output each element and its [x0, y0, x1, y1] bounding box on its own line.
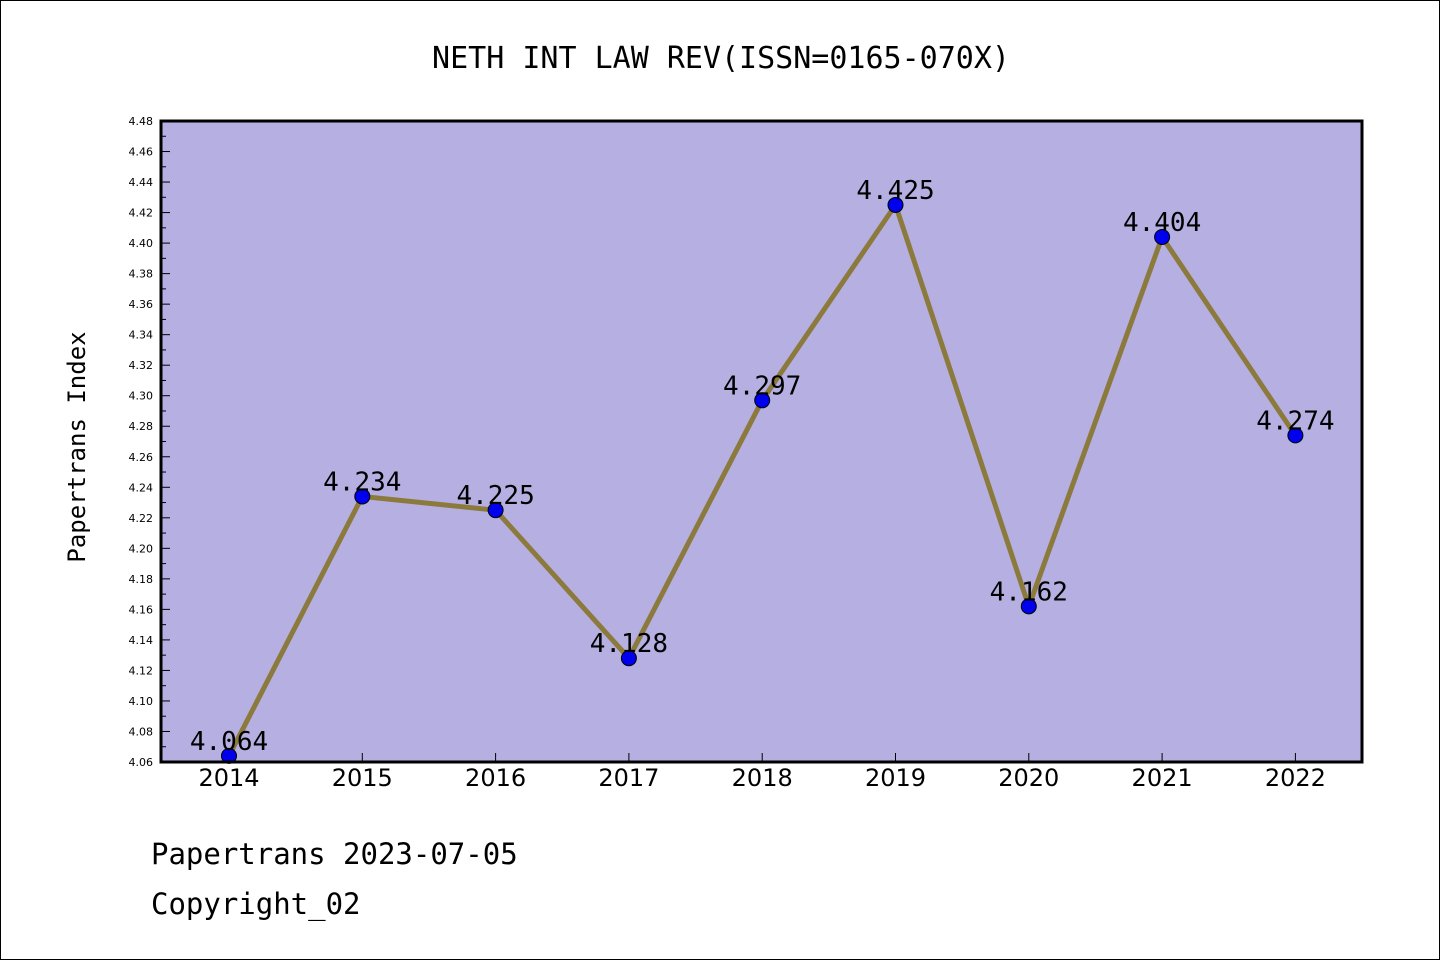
x-axis: 2014 2015 2016 2017 2018 2019 2020 2021 2022: [198, 753, 1326, 792]
data-label: 4.225: [456, 481, 534, 511]
y-tick-label: 4.24: [129, 481, 154, 494]
x-tick-label: 2022: [1265, 764, 1326, 792]
y-axis-label: Papertrans Index: [63, 331, 91, 562]
data-labels: 4.064 4.234 4.225 4.128 4.297 4.425 4.162 4.404…: [190, 176, 1335, 757]
data-label: 4.404: [1123, 208, 1201, 238]
data-point: [887, 196, 904, 213]
y-tick-label: 4.22: [129, 512, 154, 525]
y-tick-label: 4.14: [129, 634, 154, 647]
y-tick-label: 4.36: [129, 298, 154, 311]
y-tick-label: 4.32: [129, 359, 154, 372]
y-tick-label: 4.20: [129, 542, 154, 555]
y-tick-label: 4.48: [129, 115, 154, 128]
data-point: [1287, 427, 1304, 444]
y-tick-label: 4.28: [129, 420, 154, 433]
y-tick-label: 4.18: [129, 573, 154, 586]
x-tick-label: 2018: [732, 764, 793, 792]
data-point: [487, 502, 504, 519]
y-tick-label: 4.30: [129, 390, 154, 403]
y-tick-label: 4.42: [129, 207, 154, 220]
y-tick-label: 4.38: [129, 268, 154, 281]
footer-copyright: Copyright_02: [151, 887, 361, 921]
chart-title: NETH INT LAW REV(ISSN=0165-070X): [432, 41, 1010, 76]
x-tick-label: 2021: [1132, 764, 1193, 792]
data-label: 4.425: [856, 176, 934, 206]
y-tick-label: 4.40: [129, 237, 154, 250]
x-tick-label: 2017: [598, 764, 659, 792]
data-label: 4.274: [1256, 406, 1334, 436]
y-tick-label: 4.06: [129, 756, 154, 769]
x-tick-label: 2016: [465, 764, 526, 792]
data-label: 4.297: [723, 371, 801, 401]
plot-area: [161, 121, 1362, 762]
x-tick-label: 2020: [998, 764, 1059, 792]
data-point: [1020, 598, 1037, 615]
y-tick-label: 4.46: [129, 146, 154, 159]
x-tick-label: 2019: [865, 764, 926, 792]
data-label: 4.234: [323, 467, 401, 497]
data-point: [754, 392, 771, 409]
y-tick-label: 4.10: [129, 695, 154, 708]
y-tick-label: 4.44: [129, 176, 154, 189]
y-tick-label: 4.26: [129, 451, 154, 464]
y-tick-label: 4.16: [129, 603, 154, 616]
data-points: [221, 196, 1304, 764]
y-axis: 4.06 4.08 4.10 4.12 4.14 4.16 4.18 4.20 4.22 4.24…: [129, 115, 170, 769]
data-point: [354, 488, 371, 505]
y-tick-label: 4.08: [129, 725, 154, 738]
data-point: [1154, 228, 1171, 245]
data-point: [620, 650, 637, 667]
x-tick-label: 2015: [332, 764, 393, 792]
data-label: 4.064: [190, 727, 268, 757]
y-tick-label: 4.34: [129, 329, 154, 342]
data-label: 4.162: [990, 577, 1068, 607]
y-tick-label: 4.12: [129, 664, 154, 677]
footer-date: Papertrans 2023-07-05: [151, 837, 518, 871]
data-label: 4.128: [590, 629, 668, 659]
plot-border: [159, 119, 1364, 764]
x-tick-label: 2014: [198, 764, 259, 792]
